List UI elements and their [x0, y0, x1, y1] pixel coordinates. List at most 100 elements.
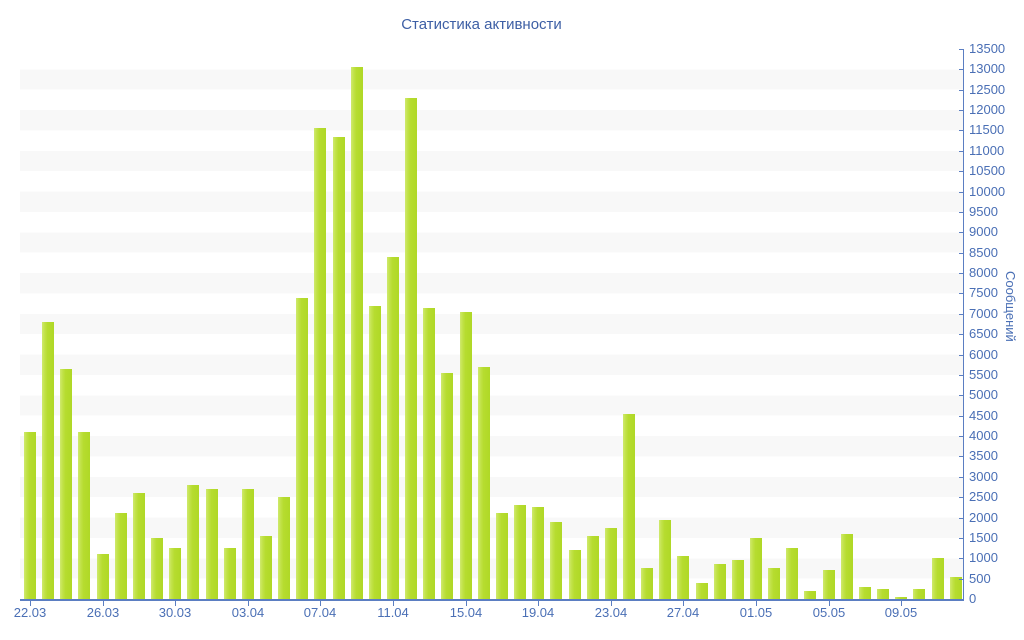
bar-17.04[interactable]	[495, 513, 508, 599]
y-tick-mark	[959, 273, 964, 274]
y-tick-mark	[959, 293, 964, 294]
x-tick-mark	[466, 601, 467, 606]
bar-07.05[interactable]	[858, 587, 871, 599]
bar-28.03[interactable]	[132, 493, 145, 599]
y-tick-mark	[959, 151, 964, 152]
plot-area	[20, 49, 964, 601]
y-tick-mark	[959, 579, 964, 580]
x-tick-label: 01.05	[739, 605, 773, 620]
bar-05.05[interactable]	[822, 570, 835, 599]
bar-10.05[interactable]	[913, 589, 926, 599]
bar-06.05[interactable]	[840, 534, 853, 599]
bar-30.04[interactable]	[731, 560, 744, 599]
y-tick-mark	[959, 253, 964, 254]
x-tick-mark	[611, 601, 612, 606]
bar-12.05[interactable]	[949, 577, 962, 599]
bar-22.03[interactable]	[24, 432, 36, 599]
y-tick-label: 8000	[969, 265, 998, 280]
y-tick-label: 2000	[969, 510, 998, 525]
bar-04.05[interactable]	[804, 591, 817, 599]
bar-23.04[interactable]	[604, 528, 617, 599]
y-tick-label: 6000	[969, 347, 998, 362]
y-tick-label: 5500	[969, 367, 998, 382]
x-tick-mark	[683, 601, 684, 606]
x-tick-label: 22.03	[13, 605, 47, 620]
y-tick-label: 12500	[969, 82, 1006, 97]
bar-26.03[interactable]	[96, 554, 109, 599]
bar-26.04[interactable]	[659, 520, 672, 599]
y-tick-label: 8500	[969, 245, 998, 260]
y-tick-mark	[959, 90, 964, 91]
bar-01.05[interactable]	[750, 538, 762, 599]
y-tick-label: 500	[969, 571, 991, 586]
x-tick-label: 09.05	[884, 605, 918, 620]
y-tick-mark	[959, 232, 964, 233]
bar-30.03[interactable]	[169, 548, 182, 599]
x-tick-mark	[175, 601, 176, 606]
bar-11.04[interactable]	[387, 257, 399, 599]
y-tick-label: 10000	[969, 184, 1006, 199]
y-tick-label: 4000	[969, 428, 998, 443]
y-tick-label: 10500	[969, 163, 1006, 178]
bar-20.04[interactable]	[550, 522, 563, 599]
bar-04.04[interactable]	[259, 536, 272, 599]
y-tick-mark	[959, 69, 964, 70]
bar-25.04[interactable]	[641, 568, 654, 599]
bar-08.04[interactable]	[332, 137, 345, 599]
y-tick-label: 2500	[969, 489, 998, 504]
y-tick-label: 9500	[969, 204, 998, 219]
x-tick-mark	[320, 601, 321, 606]
bar-27.03[interactable]	[114, 513, 127, 599]
bar-12.04[interactable]	[405, 98, 418, 599]
bar-24.04[interactable]	[622, 414, 635, 599]
x-tick-mark	[538, 601, 539, 606]
x-tick-mark	[829, 601, 830, 606]
x-tick-label: 03.04	[231, 605, 265, 620]
y-tick-mark	[959, 477, 964, 478]
bar-29.04[interactable]	[713, 564, 726, 599]
y-tick-label: 9000	[969, 224, 998, 239]
bar-07.04[interactable]	[314, 128, 327, 599]
bar-02.05[interactable]	[768, 568, 781, 599]
bar-16.04[interactable]	[477, 367, 490, 599]
bar-14.04[interactable]	[441, 373, 454, 599]
x-tick-mark	[901, 601, 902, 606]
bar-08.05[interactable]	[877, 589, 890, 599]
bar-06.04[interactable]	[296, 298, 309, 599]
bar-22.04[interactable]	[586, 536, 599, 599]
x-tick-label: 07.04	[303, 605, 337, 620]
x-tick-mark	[756, 601, 757, 606]
y-tick-mark	[959, 110, 964, 111]
bar-31.03[interactable]	[187, 485, 200, 599]
bar-18.04[interactable]	[514, 505, 527, 599]
bar-10.04[interactable]	[368, 306, 381, 599]
y-tick-label: 0	[969, 591, 977, 606]
bar-01.04[interactable]	[205, 489, 218, 599]
bar-03.04[interactable]	[241, 489, 254, 599]
y-tick-label: 7000	[969, 306, 998, 321]
bar-27.04[interactable]	[677, 556, 690, 599]
y-tick-label: 5000	[969, 387, 998, 402]
bar-09.04[interactable]	[350, 67, 363, 599]
bar-11.05[interactable]	[931, 558, 944, 599]
bar-13.04[interactable]	[423, 308, 436, 599]
bar-29.03[interactable]	[151, 538, 164, 599]
bar-23.03[interactable]	[42, 322, 55, 599]
bar-05.04[interactable]	[278, 497, 291, 599]
bar-21.04[interactable]	[568, 550, 581, 599]
bar-15.04[interactable]	[459, 312, 472, 599]
y-tick-mark	[959, 538, 964, 539]
bar-25.03[interactable]	[78, 432, 91, 599]
bar-09.05[interactable]	[895, 597, 908, 599]
y-tick-label: 13000	[969, 61, 1006, 76]
bar-03.05[interactable]	[786, 548, 799, 599]
bar-28.04[interactable]	[695, 583, 708, 599]
y-tick-label: 1000	[969, 550, 998, 565]
y-tick-label: 11000	[969, 143, 1005, 158]
bar-19.04[interactable]	[532, 507, 545, 599]
bar-24.03[interactable]	[60, 369, 73, 599]
y-tick-mark	[959, 599, 964, 600]
y-tick-label: 1500	[969, 530, 998, 545]
bar-02.04[interactable]	[223, 548, 236, 599]
y-tick-mark	[959, 436, 964, 437]
